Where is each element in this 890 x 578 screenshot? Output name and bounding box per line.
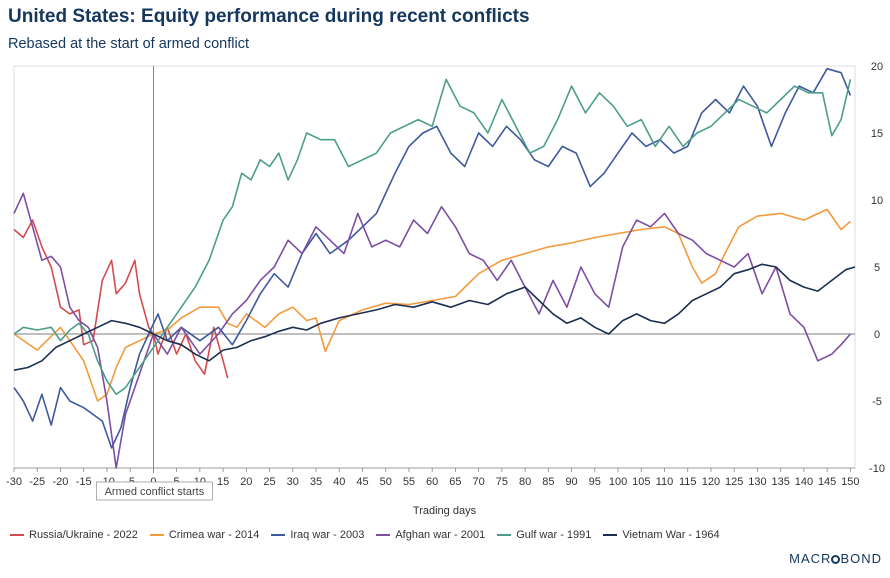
series-line-5 <box>13 263 856 371</box>
x-tick-label: 60 <box>426 476 438 488</box>
legend-label: Gulf war - 1991 <box>516 529 592 541</box>
legend-label: Afghan war - 2001 <box>395 529 486 541</box>
legend-swatch <box>376 534 391 536</box>
y-tick-label: 15 <box>871 128 883 140</box>
x-tick-label: 105 <box>632 476 650 488</box>
annotation-box <box>95 481 213 501</box>
legend-swatch <box>271 534 286 536</box>
y-tick-label: -10 <box>869 463 885 475</box>
x-tick-label: 50 <box>380 476 392 488</box>
x-tick-label: -30 <box>6 476 22 488</box>
legend-item-5: Vietnam War - 1964 <box>603 529 720 541</box>
x-tick-label: 40 <box>333 476 345 488</box>
x-tick-label: 150 <box>841 476 859 488</box>
x-tick-label: 135 <box>771 476 789 488</box>
legend-item-0: Russia/Ukraine - 2022 <box>10 529 138 541</box>
x-tick-label: 25 <box>263 476 275 488</box>
chart-subtitle: Rebased at the start of armed conflict <box>8 36 249 52</box>
legend-swatch <box>10 534 24 536</box>
x-tick-label: 100 <box>609 476 627 488</box>
y-tick-label: 20 <box>871 61 883 73</box>
series-line-4 <box>13 78 852 396</box>
legend-label: Iraq war - 2003 <box>290 529 365 541</box>
x-tick-label: 125 <box>725 476 743 488</box>
x-tick-label: 65 <box>449 476 461 488</box>
x-tick-label: 15 <box>217 476 229 488</box>
series-line-1 <box>13 208 851 402</box>
x-tick-label: 120 <box>702 476 720 488</box>
legend-item-2: Iraq war - 2003 <box>271 529 364 541</box>
y-tick-label: 0 <box>874 329 880 341</box>
legend-swatch <box>603 534 618 536</box>
x-tick-label: 80 <box>519 476 531 488</box>
y-tick-label: -5 <box>872 396 882 408</box>
x-tick-label: 90 <box>565 476 577 488</box>
legend-swatch <box>497 534 512 536</box>
x-tick-label: 140 <box>795 476 813 488</box>
legend-label: Vietnam War - 1964 <box>622 529 720 541</box>
series-lines <box>13 67 856 469</box>
x-tick-label: 110 <box>656 476 674 488</box>
x-tick-label: 20 <box>240 476 252 488</box>
legend-swatch <box>149 534 164 536</box>
x-tick-label: -15 <box>76 476 92 488</box>
y-tick-label: 10 <box>871 195 883 207</box>
macrobond-logo: MACR BOND <box>789 551 882 566</box>
x-tick-label: 130 <box>748 476 766 488</box>
legend-label: Russia/Ukraine - 2022 <box>29 529 138 541</box>
x-tick-label: 45 <box>356 476 368 488</box>
x-tick-label: -25 <box>29 476 45 488</box>
series-line-2 <box>13 67 852 449</box>
series-line-3 <box>13 192 852 469</box>
x-tick-label: 115 <box>679 476 697 488</box>
x-tick-label: 30 <box>287 476 299 488</box>
x-tick-label: 70 <box>473 476 485 488</box>
annotation-label: Armed conflict starts <box>105 486 205 498</box>
x-tick-label: 35 <box>310 476 322 488</box>
x-axis-label: Trading days <box>413 505 477 517</box>
axes: -30 -25 -20 -15 -10 -5 0 5 10 15 20 25 30 35 40 45 50 55 6… <box>6 61 885 517</box>
chart-legend: Russia/Ukraine - 2022 Crimea war - 2014 Ir… <box>10 529 720 541</box>
x-tick-label: 145 <box>818 476 836 488</box>
legend-item-4: Gulf war - 1991 <box>497 529 591 541</box>
plot-frame <box>13 65 856 469</box>
y-tick-label: 5 <box>874 262 880 274</box>
legend-item-1: Crimea war - 2014 <box>149 529 260 541</box>
legend-label: Crimea war - 2014 <box>168 529 260 541</box>
chart-title: United States: Equity performance during… <box>8 6 530 27</box>
x-tick-label: 75 <box>496 476 508 488</box>
x-tick-label: 95 <box>589 476 601 488</box>
x-tick-label: 85 <box>542 476 554 488</box>
legend-item-3: Afghan war - 2001 <box>376 529 485 541</box>
x-tick-label: -20 <box>53 476 69 488</box>
x-tick-label: 55 <box>403 476 415 488</box>
